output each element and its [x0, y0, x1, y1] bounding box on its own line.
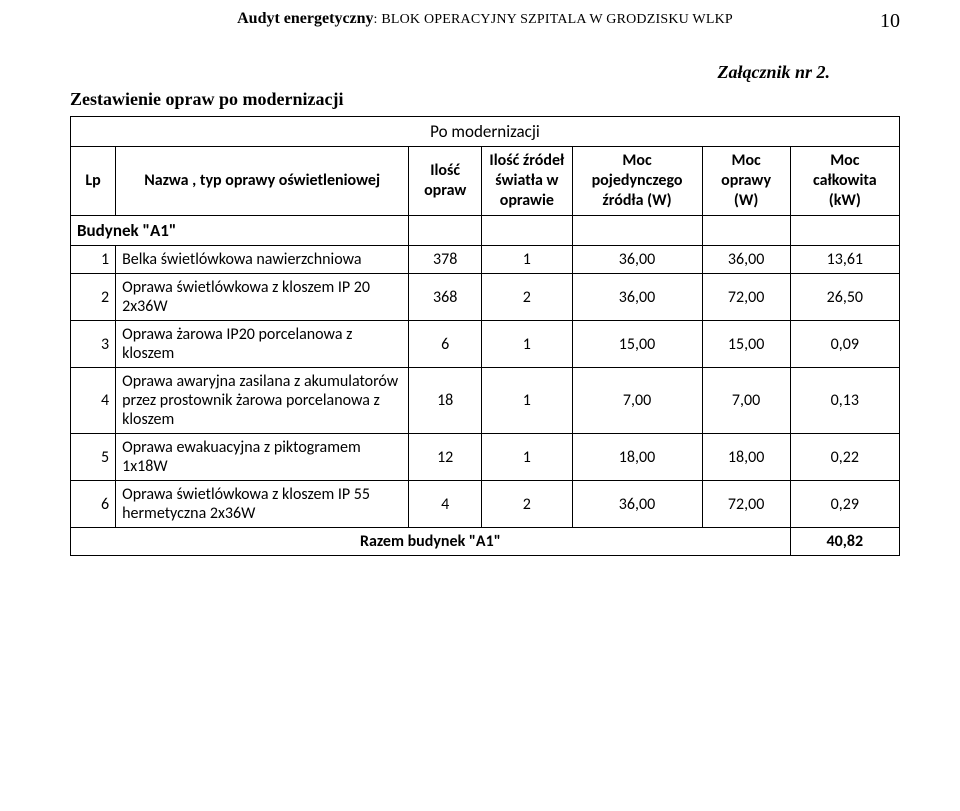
cell-c4: 7,00	[702, 368, 790, 434]
total-label: Razem budynek "A1"	[71, 528, 791, 556]
cell-c2: 1	[482, 434, 572, 481]
col-single-power: Moc pojedynczego źródła (W)	[572, 147, 702, 216]
section-empty	[409, 216, 482, 246]
subtitle: Zestawienie opraw po modernizacji	[70, 89, 900, 110]
cell-c5: 0,09	[790, 321, 899, 368]
section-empty	[572, 216, 702, 246]
cell-c5: 26,50	[790, 274, 899, 321]
col-qty-sources: Ilość źródeł światła w oprawie	[482, 147, 572, 216]
cell-c4: 15,00	[702, 321, 790, 368]
table-row: 4 Oprawa awaryjna zasilana z akumulatoró…	[71, 368, 900, 434]
cell-lp: 3	[71, 321, 116, 368]
cell-c1: 6	[409, 321, 482, 368]
total-value: 40,82	[790, 528, 899, 556]
document-header: Audyt energetyczny: BLOK OPERACYJNY SZPI…	[70, 10, 900, 28]
attachment-label: Załącznik nr 2.	[70, 62, 830, 83]
section-empty	[790, 216, 899, 246]
section-label: Budynek "A1"	[71, 216, 409, 246]
table-row: 5 Oprawa ewakuacyjna z piktogramem 1x18W…	[71, 434, 900, 481]
cell-c5: 0,22	[790, 434, 899, 481]
cell-lp: 5	[71, 434, 116, 481]
cell-c1: 4	[409, 481, 482, 528]
cell-c5: 13,61	[790, 246, 899, 274]
cell-name: Oprawa ewakuacyjna z piktogramem 1x18W	[116, 434, 409, 481]
cell-c2: 2	[482, 274, 572, 321]
cell-c1: 12	[409, 434, 482, 481]
cell-c1: 378	[409, 246, 482, 274]
caption-row: Po modernizacji	[71, 117, 900, 147]
table-caption: Po modernizacji	[71, 117, 900, 147]
document-header-bold: Audyt energetyczny	[237, 10, 373, 27]
document-header-rest: : BLOK OPERACYJNY SZPITALA W GRODZISKU W…	[374, 12, 733, 27]
cell-c4: 18,00	[702, 434, 790, 481]
table-row: 3 Oprawa żarowa IP20 porcelanowa z klosz…	[71, 321, 900, 368]
document-page: 10 Audyt energetyczny: BLOK OPERACYJNY S…	[0, 0, 960, 811]
col-qty-fixtures: Ilość opraw	[409, 147, 482, 216]
cell-name: Oprawa świetlówkowa z kloszem IP 55 herm…	[116, 481, 409, 528]
cell-lp: 6	[71, 481, 116, 528]
cell-name: Belka świetlówkowa nawierzchniowa	[116, 246, 409, 274]
cell-name: Oprawa świetlówkowa z kloszem IP 20 2x36…	[116, 274, 409, 321]
cell-c5: 0,13	[790, 368, 899, 434]
cell-c3: 36,00	[572, 274, 702, 321]
cell-c3: 7,00	[572, 368, 702, 434]
cell-name: Oprawa awaryjna zasilana z akumulatorów …	[116, 368, 409, 434]
cell-c2: 1	[482, 246, 572, 274]
cell-c4: 72,00	[702, 481, 790, 528]
cell-c3: 15,00	[572, 321, 702, 368]
cell-c2: 1	[482, 321, 572, 368]
section-empty	[702, 216, 790, 246]
col-total-power: Moc całkowita (kW)	[790, 147, 899, 216]
cell-c4: 72,00	[702, 274, 790, 321]
cell-c1: 368	[409, 274, 482, 321]
section-empty	[482, 216, 572, 246]
table-row: 6 Oprawa świetlówkowa z kloszem IP 55 he…	[71, 481, 900, 528]
cell-c2: 2	[482, 481, 572, 528]
cell-c1: 18	[409, 368, 482, 434]
table-row: 2 Oprawa świetlówkowa z kloszem IP 20 2x…	[71, 274, 900, 321]
cell-c4: 36,00	[702, 246, 790, 274]
col-fixture-power: Moc oprawy (W)	[702, 147, 790, 216]
cell-c3: 36,00	[572, 481, 702, 528]
fixtures-table: Po modernizacji Lp Nazwa , typ oprawy oś…	[70, 116, 900, 556]
section-row: Budynek "A1"	[71, 216, 900, 246]
cell-name: Oprawa żarowa IP20 porcelanowa z kloszem	[116, 321, 409, 368]
cell-c3: 36,00	[572, 246, 702, 274]
page-number: 10	[880, 10, 900, 33]
col-name: Nazwa , typ oprawy oświetleniowej	[116, 147, 409, 216]
cell-c2: 1	[482, 368, 572, 434]
cell-c5: 0,29	[790, 481, 899, 528]
header-row: Lp Nazwa , typ oprawy oświetleniowej Ilo…	[71, 147, 900, 216]
table-row: 1 Belka świetlówkowa nawierzchniowa 378 …	[71, 246, 900, 274]
total-row: Razem budynek "A1" 40,82	[71, 528, 900, 556]
cell-lp: 1	[71, 246, 116, 274]
cell-lp: 2	[71, 274, 116, 321]
col-lp: Lp	[71, 147, 116, 216]
cell-lp: 4	[71, 368, 116, 434]
cell-c3: 18,00	[572, 434, 702, 481]
